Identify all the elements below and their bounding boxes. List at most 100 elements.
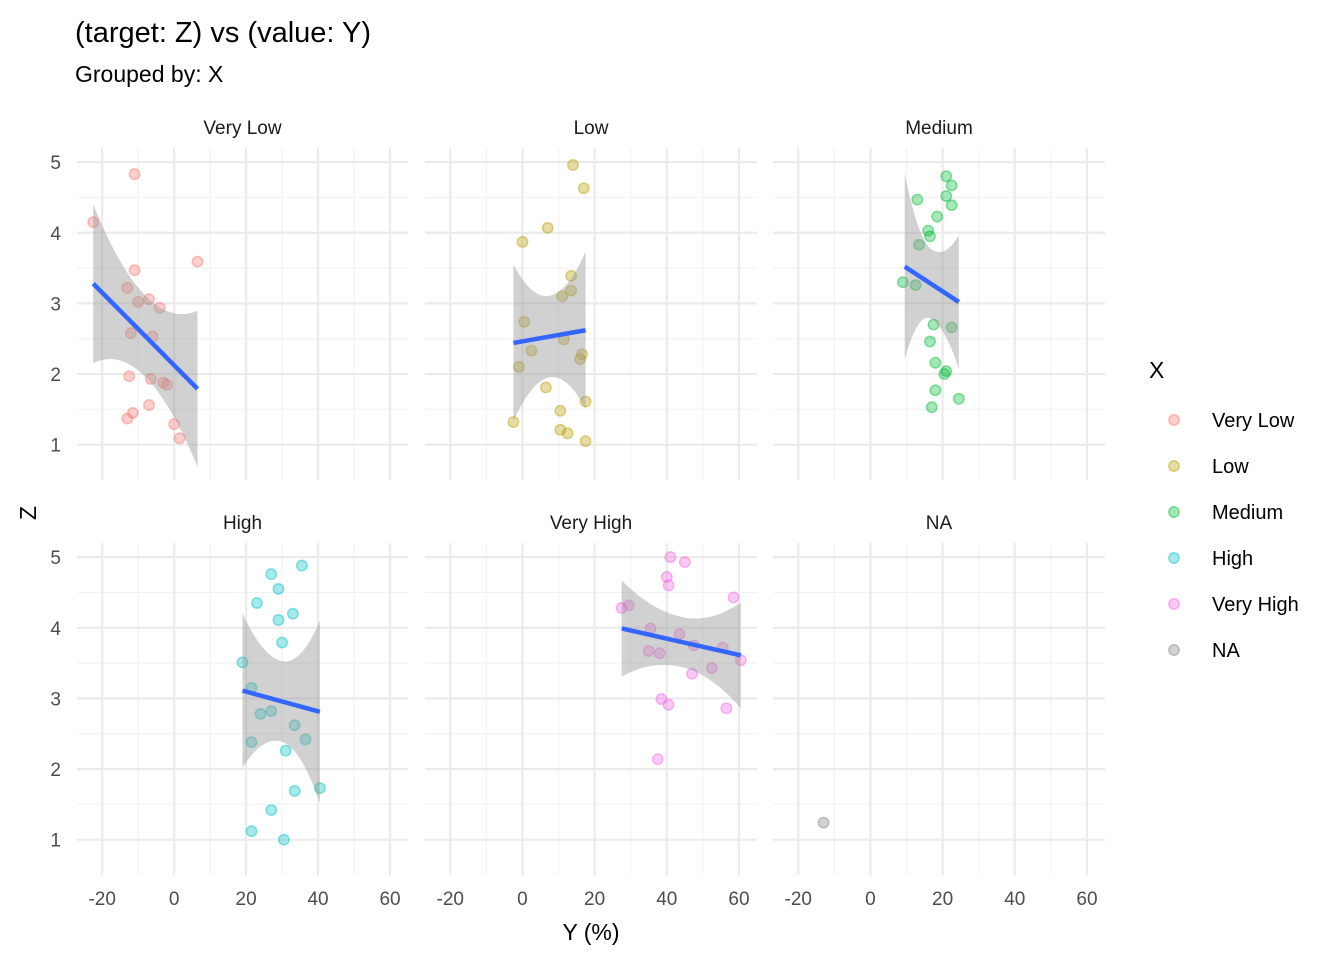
facet-panels: Very Low 1 2 3 4 5 Low Medium High 1 2 3 4 5 -20 0 20 40 6… (50, 118, 1105, 910)
data-point (265, 568, 278, 581)
legend-label: NA (1212, 640, 1240, 662)
confidence-band (904, 173, 959, 369)
data-point (913, 238, 926, 251)
data-point (565, 269, 578, 282)
facet-very-high: Very High -20 0 20 40 60 (425, 513, 757, 910)
data-point (518, 315, 531, 328)
legend-label: Very Low (1212, 410, 1295, 432)
data-point (265, 705, 278, 718)
data-point (940, 365, 953, 378)
y-tick-label: 3 (50, 689, 61, 710)
data-point (250, 597, 263, 609)
data-point (276, 636, 289, 649)
data-point (512, 361, 525, 373)
data-point (245, 736, 258, 749)
legend-label: Very High (1212, 594, 1299, 616)
x-tick-label: -20 (785, 889, 812, 910)
y-tick-label: 1 (50, 436, 61, 457)
data-point (288, 719, 301, 732)
data-point (938, 368, 951, 380)
data-point (579, 395, 592, 408)
fit-line (621, 626, 742, 658)
y-tick-label: 5 (50, 548, 61, 569)
facet-na: NA -20 0 20 40 60 (773, 513, 1105, 910)
data-point (577, 182, 590, 195)
facet-strip-label: Medium (905, 118, 973, 139)
data-point (655, 693, 668, 706)
x-tick-label: 40 (656, 889, 677, 910)
data-point (574, 353, 587, 366)
x-tick-label: -20 (437, 889, 464, 910)
data-point (567, 159, 579, 171)
x-tick-label: 60 (379, 889, 400, 910)
data-point (896, 276, 909, 289)
facet-strip-label: High (223, 513, 262, 534)
data-point (660, 570, 673, 583)
legend-item-na: NA (1168, 640, 1240, 662)
data-point (125, 327, 137, 340)
facet-very-low: Very Low 1 2 3 4 5 (50, 118, 408, 480)
legend-key (1168, 506, 1180, 518)
data-point (160, 378, 173, 391)
legend-key (1168, 414, 1180, 426)
data-point (615, 602, 628, 614)
x-tick-label: 0 (169, 889, 180, 910)
data-point (678, 556, 691, 569)
data-point (525, 344, 538, 357)
legend-key (1168, 460, 1180, 472)
x-tick-label: 20 (932, 889, 953, 910)
x-tick-label: 0 (865, 889, 876, 910)
facet-medium: Medium (773, 118, 1105, 480)
y-tick-label: 2 (50, 365, 61, 386)
x-tick-label: -20 (88, 889, 115, 910)
data-point (561, 427, 574, 440)
data-point (143, 293, 155, 306)
chart-title: (target: Z) vs (value: Y) (75, 17, 371, 49)
data-point (144, 373, 157, 385)
data-point (909, 279, 922, 291)
data-point (642, 645, 655, 658)
data-point (132, 296, 145, 308)
data-point (556, 290, 569, 303)
data-point (313, 782, 326, 795)
facet-strip-label: Very High (550, 513, 632, 534)
data-point (911, 193, 924, 206)
x-tick-label: 40 (307, 889, 328, 910)
y-tick-label: 3 (50, 294, 61, 315)
data-point (265, 804, 278, 816)
facet-strip-label: NA (926, 513, 953, 534)
legend-item-medium: Medium (1168, 502, 1283, 524)
data-point (554, 423, 567, 436)
data-point (576, 348, 588, 361)
legend-item-high: High (1168, 548, 1253, 570)
data-point (245, 825, 258, 838)
data-point (539, 381, 552, 394)
fit-line (241, 688, 321, 714)
x-axis-title: Y (%) (562, 919, 619, 945)
data-point (87, 216, 100, 229)
data-point (128, 264, 141, 277)
y-axis-title: Z (15, 506, 41, 520)
data-point (952, 392, 965, 405)
chart-subtitle: Grouped by: X (75, 61, 223, 87)
data-point (254, 707, 267, 720)
data-point (121, 412, 134, 425)
data-point (686, 667, 698, 680)
data-point (123, 370, 136, 383)
data-point (516, 235, 529, 248)
data-point (554, 404, 567, 417)
data-point (279, 744, 292, 757)
y-tick-label: 5 (50, 153, 61, 174)
data-point (286, 607, 299, 620)
y-tick-label: 1 (50, 831, 61, 852)
legend-item-low: Low (1168, 456, 1249, 478)
data-point (664, 551, 677, 564)
legend-title: X (1149, 357, 1164, 383)
legend-key (1168, 552, 1180, 564)
data-point (662, 579, 675, 592)
x-tick-label: 0 (517, 889, 528, 910)
legend-label: Medium (1212, 502, 1283, 524)
legend-item-very-low: Very Low (1168, 410, 1295, 432)
facet-low: Low (425, 118, 757, 480)
x-tick-label: 60 (728, 889, 749, 910)
